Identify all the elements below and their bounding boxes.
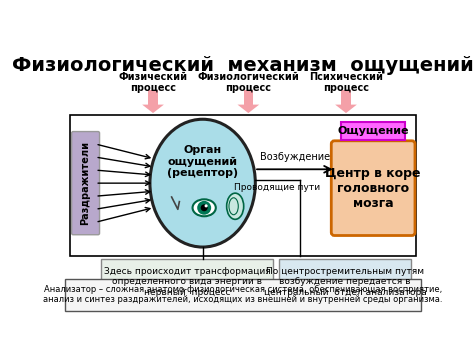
FancyBboxPatch shape	[72, 132, 100, 235]
FancyBboxPatch shape	[279, 259, 411, 305]
Text: Проводящие пути: Проводящие пути	[234, 183, 320, 192]
FancyBboxPatch shape	[101, 259, 273, 305]
Text: По центростремительным путям
возбуждение передается в
центральный  отдел анализа: По центростремительным путям возбуждение…	[264, 267, 427, 297]
Circle shape	[201, 204, 208, 211]
FancyBboxPatch shape	[64, 279, 421, 311]
FancyBboxPatch shape	[341, 121, 405, 140]
Text: Физический
процесс: Физический процесс	[118, 71, 188, 93]
Text: Возбуждение: Возбуждение	[260, 152, 330, 162]
Text: Орган
ощущений
(рецептор): Орган ощущений (рецептор)	[167, 145, 238, 178]
Circle shape	[205, 204, 208, 207]
Polygon shape	[244, 90, 253, 105]
Ellipse shape	[150, 119, 255, 247]
Text: Физиологический
процесс: Физиологический процесс	[197, 71, 299, 93]
Text: Раздражители: Раздражители	[81, 141, 91, 225]
Ellipse shape	[192, 199, 216, 216]
Circle shape	[197, 201, 211, 215]
Polygon shape	[70, 115, 416, 256]
Polygon shape	[237, 105, 259, 113]
Polygon shape	[341, 90, 351, 105]
Text: Анализатор – сложная анатомо-физиологическая система, обеспечивающая восприятие,: Анализатор – сложная анатомо-физиологиче…	[43, 285, 443, 304]
Polygon shape	[148, 90, 158, 105]
Text: Центр в коре
головного
мозга: Центр в коре головного мозга	[325, 166, 421, 210]
Ellipse shape	[227, 193, 244, 219]
Polygon shape	[142, 105, 164, 113]
Text: Физиологический  механизм  ощущений: Физиологический механизм ощущений	[12, 56, 474, 75]
FancyBboxPatch shape	[331, 141, 415, 235]
Text: Психический
процесс: Психический процесс	[309, 71, 383, 93]
Polygon shape	[335, 105, 357, 113]
Text: Ощущение: Ощущение	[337, 126, 409, 136]
Text: Здесь происходит трансформация
определенного вида энергии в
нервный  процесс: Здесь происходит трансформация определен…	[104, 267, 271, 297]
